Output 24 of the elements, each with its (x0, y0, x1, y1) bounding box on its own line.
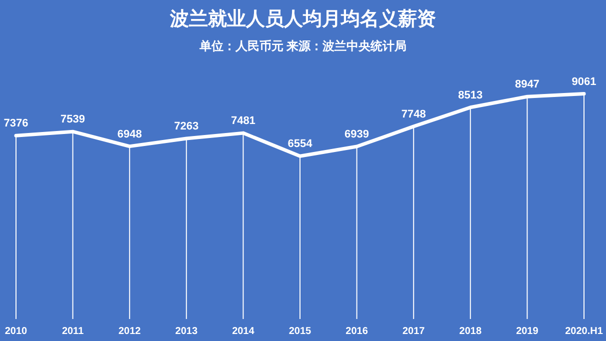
x-tick-label: 2016 (346, 326, 368, 338)
data-label: 6554 (288, 138, 314, 150)
data-label: 7376 (4, 118, 28, 130)
x-tick-label: 2015 (288, 326, 312, 338)
x-tick-label: 2011 (62, 326, 84, 338)
data-label: 6948 (117, 128, 142, 140)
x-tick-label: 2019 (516, 326, 539, 338)
data-label: 7263 (174, 120, 199, 132)
data-label: 7481 (230, 115, 256, 128)
data-label: 8513 (458, 89, 483, 102)
x-tick-label: 2013 (175, 326, 198, 338)
data-label: 7748 (401, 108, 426, 120)
x-tick-label: 2017 (402, 326, 426, 338)
x-tick-label: 2012 (118, 326, 142, 338)
data-label: 9061 (572, 76, 596, 88)
x-tick-label: 2014 (232, 326, 255, 338)
data-label: 8947 (514, 78, 540, 91)
x-tick-label: 2020.H1 (565, 326, 604, 338)
x-tick-label: 2010 (4, 326, 28, 338)
data-label: 7539 (60, 114, 86, 126)
chart-subtitle: 单位：人民币元 来源：波兰中央统计局 (198, 38, 408, 55)
data-label: 6939 (344, 128, 370, 141)
chart-title: 波兰就业人员人均月均名义薪资 (168, 8, 437, 32)
x-tick-label: 2018 (459, 326, 482, 338)
